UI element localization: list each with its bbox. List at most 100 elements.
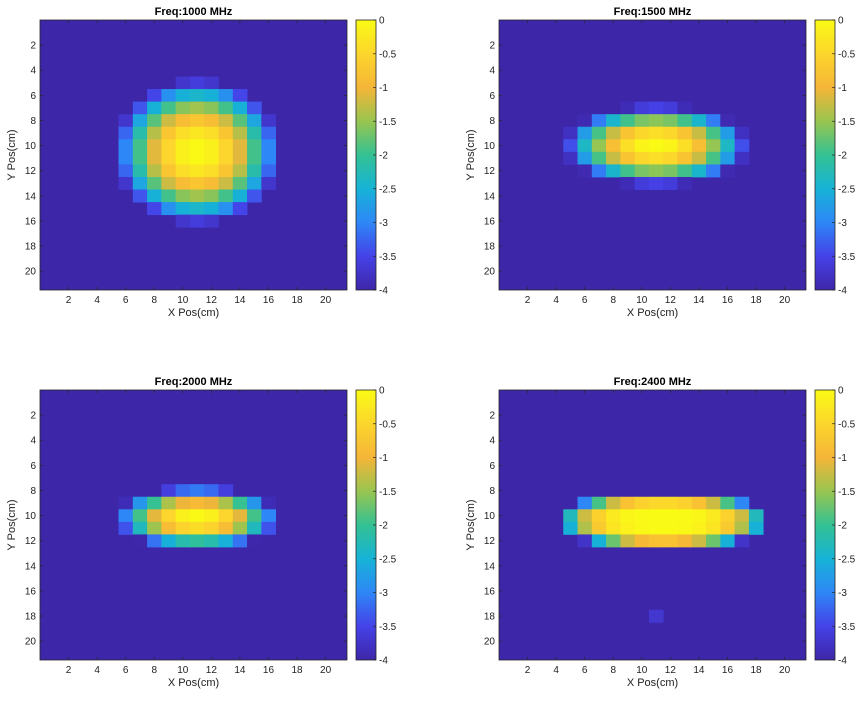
y-axis-label: Y Pos(cm) bbox=[6, 499, 18, 550]
heatmap-cell bbox=[232, 164, 248, 178]
heatmap-cell bbox=[204, 189, 219, 203]
heatmap-cell bbox=[663, 164, 678, 178]
heatmap-cell bbox=[620, 176, 636, 190]
y-tick-label: 16 bbox=[25, 216, 37, 227]
heatmap-cell bbox=[218, 521, 234, 535]
heatmap-cell bbox=[161, 139, 177, 153]
heatmap-cell bbox=[189, 176, 205, 190]
y-tick-label: 10 bbox=[25, 511, 37, 522]
heatmap-cell bbox=[175, 521, 191, 535]
heatmap-cell bbox=[132, 126, 148, 140]
x-tick-label: 14 bbox=[693, 665, 705, 676]
heatmap-cell bbox=[691, 509, 707, 523]
heatmap-cell bbox=[175, 114, 191, 128]
heatmap-cell bbox=[118, 151, 134, 165]
heatmap-cell bbox=[175, 76, 191, 90]
heatmap-cell bbox=[189, 114, 205, 128]
heatmap-cell bbox=[147, 509, 162, 523]
heatmap-cell bbox=[232, 126, 248, 140]
colorbar-tick-label: -0.5 bbox=[838, 419, 856, 430]
heatmap-cell bbox=[204, 484, 219, 498]
heatmap-cell bbox=[634, 509, 650, 523]
colorbar-tick-label: -3.5 bbox=[838, 252, 856, 263]
heatmap-cell bbox=[118, 126, 134, 140]
y-tick-label: 14 bbox=[484, 561, 496, 572]
heatmap-cell bbox=[634, 164, 650, 178]
heatmap-cell bbox=[118, 114, 134, 128]
heatmap-cell bbox=[720, 151, 736, 165]
heatmap-cell bbox=[204, 496, 219, 510]
x-tick-label: 12 bbox=[665, 665, 677, 676]
heatmap-cell bbox=[677, 164, 693, 178]
heatmap-cell bbox=[634, 176, 650, 190]
heatmap-cell bbox=[591, 534, 607, 548]
heatmap-cell bbox=[218, 534, 234, 548]
colorbar-tick-label: -2.5 bbox=[379, 184, 397, 195]
heatmap-cell bbox=[606, 509, 621, 523]
y-tick-label: 12 bbox=[484, 166, 496, 177]
x-tick-label: 18 bbox=[291, 295, 303, 306]
y-tick-label: 4 bbox=[489, 66, 495, 77]
heatmap-cell bbox=[204, 89, 219, 103]
heatmap-cell bbox=[261, 509, 277, 523]
heatmap-cell bbox=[247, 176, 262, 190]
heatmap-cell bbox=[648, 534, 664, 548]
heatmap-cell bbox=[147, 202, 162, 216]
heatmap-cell bbox=[189, 496, 205, 510]
y-tick-label: 20 bbox=[25, 267, 37, 278]
colorbar-tick-label: -1 bbox=[379, 453, 388, 464]
heatmap-cell bbox=[606, 139, 621, 153]
heatmap-cell bbox=[218, 509, 234, 523]
heatmap-cell bbox=[720, 126, 736, 140]
heatmap-cell bbox=[663, 139, 678, 153]
heatmap-cell bbox=[634, 114, 650, 128]
heatmap-cell bbox=[161, 509, 177, 523]
heatmap-cell bbox=[663, 176, 678, 190]
colorbar-tick-label: -3 bbox=[838, 588, 847, 599]
heatmap-cell bbox=[634, 151, 650, 165]
heatmap-cell bbox=[189, 521, 205, 535]
y-axis-label: Y Pos(cm) bbox=[465, 129, 477, 180]
heatmap-cell bbox=[232, 139, 248, 153]
heatmap-cell bbox=[734, 521, 750, 535]
heatmap-cell bbox=[118, 521, 134, 535]
colorbar-tick-label: -0.5 bbox=[379, 419, 397, 430]
heatmap-cell bbox=[147, 101, 162, 115]
heatmap-cell bbox=[189, 126, 205, 140]
heatmap-cell bbox=[648, 114, 664, 128]
heatmap-cell bbox=[247, 534, 262, 548]
colorbar-tick-label: -3.5 bbox=[379, 622, 397, 633]
y-tick-label: 8 bbox=[30, 116, 36, 127]
heatmap-cell bbox=[218, 151, 234, 165]
y-tick-label: 12 bbox=[25, 166, 37, 177]
heatmap-cell bbox=[591, 521, 607, 535]
heatmap-cell bbox=[691, 496, 707, 510]
heatmap-cell bbox=[232, 496, 248, 510]
heatmap-cell bbox=[606, 151, 621, 165]
heatmap-cell bbox=[161, 202, 177, 216]
colorbar-tick-label: -1 bbox=[838, 453, 847, 464]
heatmap-cell bbox=[591, 509, 607, 523]
heatmap-cell bbox=[261, 151, 277, 165]
heatmap-cell bbox=[734, 496, 750, 510]
heatmap-cell bbox=[132, 101, 148, 115]
heatmap-cell bbox=[261, 176, 277, 190]
colorbar-tick-label: 0 bbox=[838, 386, 844, 397]
heatmap-cell bbox=[648, 164, 664, 178]
colorbar-tick-label: -4 bbox=[379, 286, 388, 297]
plot-frame bbox=[39, 19, 348, 291]
heatmap-cell bbox=[204, 202, 219, 216]
heatmap-cell bbox=[706, 521, 721, 535]
heatmap-cell bbox=[147, 189, 162, 203]
heatmap-cell bbox=[720, 114, 736, 128]
heatmap-cell bbox=[204, 164, 219, 178]
heatmap-panel-4: 2 4 6 8 10 12 14 16 18 20 2 4 6 8 10 12 14 16 18 20 Freq:240… bbox=[465, 376, 856, 689]
colorbar-tick-label: 0 bbox=[379, 386, 385, 397]
heatmap-cell bbox=[247, 496, 262, 510]
heatmap-cell bbox=[147, 534, 162, 548]
x-tick-label: 8 bbox=[610, 295, 616, 306]
y-tick-label: 10 bbox=[484, 511, 496, 522]
colorbar-tick-label: -1 bbox=[838, 83, 847, 94]
heatmap-cell bbox=[620, 139, 636, 153]
heatmap-cell bbox=[218, 101, 234, 115]
